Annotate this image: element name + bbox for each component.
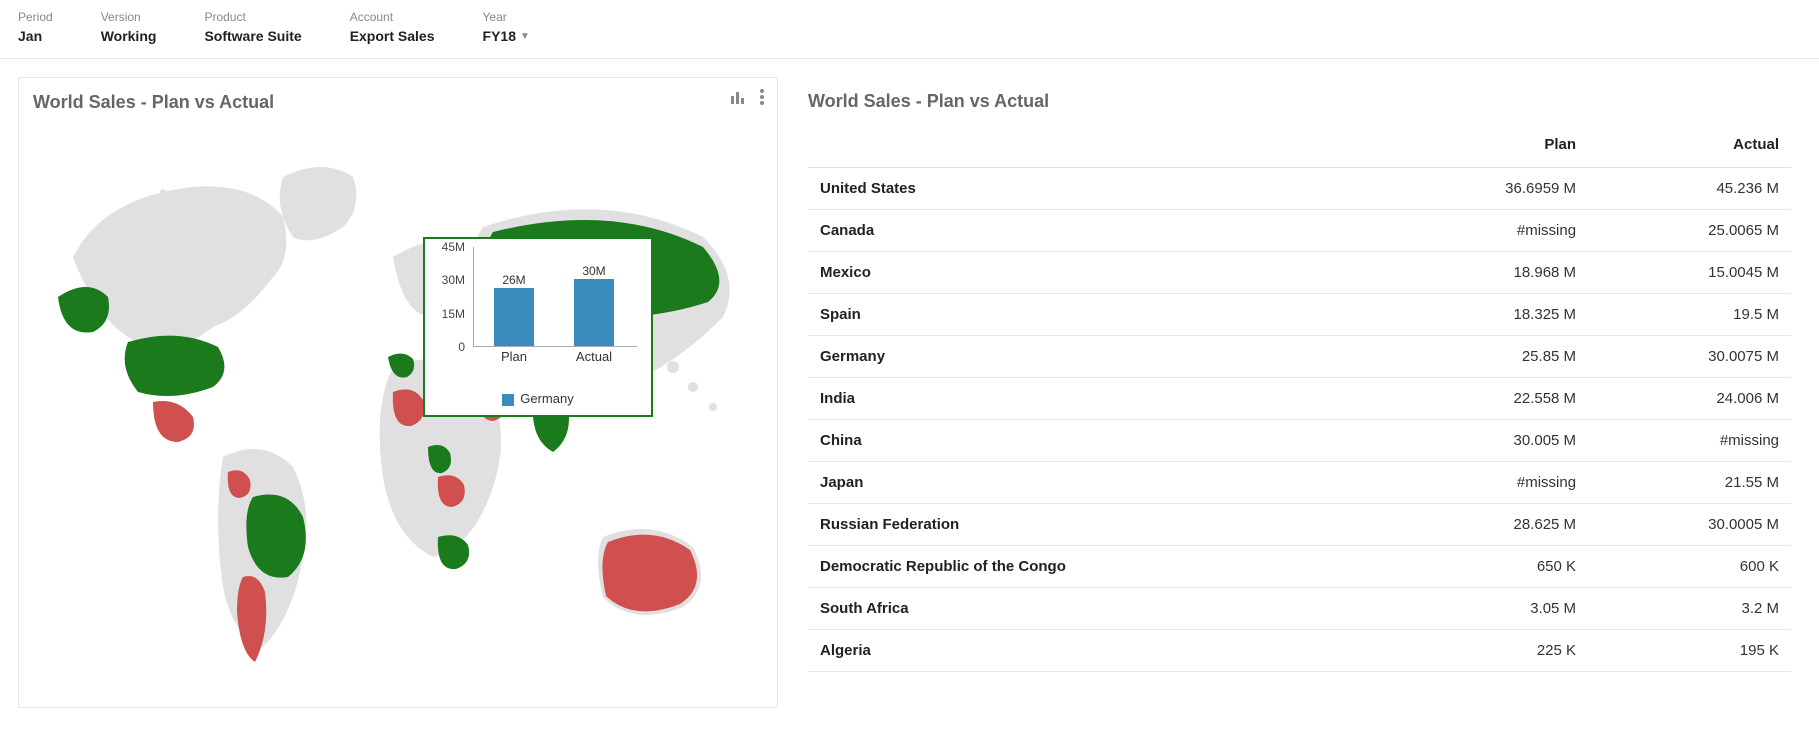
table-row[interactable]: Mexico18.968 M15.0045 M xyxy=(808,252,1791,294)
filter-label: Year xyxy=(483,10,530,24)
actual-cell: 195 K xyxy=(1588,630,1791,672)
filter-value: Working xyxy=(101,28,157,44)
legend-swatch xyxy=(502,394,514,406)
table-body: United States36.6959 M45.236 MCanada#mis… xyxy=(808,168,1791,672)
world-map[interactable]: 015M30M45M 26MPlan30MActual Germany xyxy=(33,127,763,687)
actual-cell: 25.0065 M xyxy=(1588,210,1791,252)
y-tick: 0 xyxy=(458,340,465,354)
actual-cell: 19.5 M xyxy=(1588,294,1791,336)
plan-cell: 225 K xyxy=(1385,630,1588,672)
country-cell: China xyxy=(808,420,1385,462)
plan-cell: 25.85 M xyxy=(1385,336,1588,378)
table-row[interactable]: Russian Federation28.625 M30.0005 M xyxy=(808,504,1791,546)
table-row[interactable]: Germany25.85 M30.0075 M xyxy=(808,336,1791,378)
map-panel-title: World Sales - Plan vs Actual xyxy=(33,92,763,113)
country-cell: United States xyxy=(808,168,1385,210)
filter-version[interactable]: Version Working xyxy=(101,10,157,44)
actual-cell: 15.0045 M xyxy=(1588,252,1791,294)
plan-cell: 18.968 M xyxy=(1385,252,1588,294)
table-panel: World Sales - Plan vs Actual PlanActual … xyxy=(798,77,1801,708)
plan-cell: 36.6959 M xyxy=(1385,168,1588,210)
x-category-label: Actual xyxy=(576,349,612,364)
table-row[interactable]: South Africa3.05 M3.2 M xyxy=(808,588,1791,630)
y-tick: 30M xyxy=(442,273,465,287)
table-header-cell: Actual xyxy=(1588,126,1791,168)
plan-cell: 650 K xyxy=(1385,546,1588,588)
tooltip-legend: Germany xyxy=(435,391,641,406)
table-row[interactable]: Japan#missing21.55 M xyxy=(808,462,1791,504)
filter-product[interactable]: Product Software Suite xyxy=(204,10,301,44)
tooltip-plot: 26MPlan30MActual xyxy=(473,247,637,347)
actual-cell: 21.55 M xyxy=(1588,462,1791,504)
table-panel-title: World Sales - Plan vs Actual xyxy=(808,91,1791,112)
country-cell: Japan xyxy=(808,462,1385,504)
filter-label: Period xyxy=(18,10,53,24)
table-header-cell: Plan xyxy=(1385,126,1588,168)
tooltip-bar xyxy=(494,288,534,346)
table-row[interactable]: Democratic Republic of the Congo650 K600… xyxy=(808,546,1791,588)
table-row[interactable]: Canada#missing25.0065 M xyxy=(808,210,1791,252)
tooltip-y-axis: 015M30M45M xyxy=(435,247,469,347)
filter-value: FY18▼ xyxy=(483,28,530,44)
country-cell: Germany xyxy=(808,336,1385,378)
actual-cell: 30.0005 M xyxy=(1588,504,1791,546)
country-cell: Spain xyxy=(808,294,1385,336)
filter-year[interactable]: Year FY18▼ xyxy=(483,10,530,44)
tooltip-bar-chart: 015M30M45M 26MPlan30MActual xyxy=(435,247,641,367)
actual-cell: 24.006 M xyxy=(1588,378,1791,420)
actual-cell: 30.0075 M xyxy=(1588,336,1791,378)
actual-cell: 3.2 M xyxy=(1588,588,1791,630)
map-panel: World Sales - Plan vs Actual xyxy=(18,77,778,708)
tooltip-legend-label: Germany xyxy=(520,391,573,406)
bar-value-label: 26M xyxy=(502,273,525,287)
map-panel-actions xyxy=(729,88,765,109)
table-row[interactable]: United States36.6959 M45.236 M xyxy=(808,168,1791,210)
tooltip-bar xyxy=(574,279,614,346)
filter-value: Export Sales xyxy=(350,28,435,44)
country-cell: Mexico xyxy=(808,252,1385,294)
sales-table: PlanActual United States36.6959 M45.236 … xyxy=(808,126,1791,672)
content-area: World Sales - Plan vs Actual xyxy=(0,59,1819,708)
plan-cell: 18.325 M xyxy=(1385,294,1588,336)
table-header-row: PlanActual xyxy=(808,126,1791,168)
table-row[interactable]: China30.005 M#missing xyxy=(808,420,1791,462)
plan-cell: 30.005 M xyxy=(1385,420,1588,462)
filter-value: Software Suite xyxy=(204,28,301,44)
table-row[interactable]: Algeria225 K195 K xyxy=(808,630,1791,672)
filter-label: Product xyxy=(204,10,301,24)
filter-value: Jan xyxy=(18,28,53,44)
country-cell: Canada xyxy=(808,210,1385,252)
table-row[interactable]: Spain18.325 M19.5 M xyxy=(808,294,1791,336)
chart-type-icon[interactable] xyxy=(729,88,747,109)
more-options-icon[interactable] xyxy=(759,88,765,109)
plan-cell: #missing xyxy=(1385,210,1588,252)
filter-label: Account xyxy=(350,10,435,24)
plan-cell: 3.05 M xyxy=(1385,588,1588,630)
table-header-cell xyxy=(808,126,1385,168)
filter-bar: Period Jan Version Working Product Software S… xyxy=(0,0,1819,59)
map-tooltip: 015M30M45M 26MPlan30MActual Germany xyxy=(423,237,653,417)
actual-cell: #missing xyxy=(1588,420,1791,462)
y-tick: 15M xyxy=(442,307,465,321)
actual-cell: 600 K xyxy=(1588,546,1791,588)
country-cell: Democratic Republic of the Congo xyxy=(808,546,1385,588)
actual-cell: 45.236 M xyxy=(1588,168,1791,210)
country-cell: South Africa xyxy=(808,588,1385,630)
country-cell: Russian Federation xyxy=(808,504,1385,546)
plan-cell: #missing xyxy=(1385,462,1588,504)
y-tick: 45M xyxy=(442,240,465,254)
filter-account[interactable]: Account Export Sales xyxy=(350,10,435,44)
table-row[interactable]: India22.558 M24.006 M xyxy=(808,378,1791,420)
plan-cell: 22.558 M xyxy=(1385,378,1588,420)
country-cell: Algeria xyxy=(808,630,1385,672)
filter-label: Version xyxy=(101,10,157,24)
plan-cell: 28.625 M xyxy=(1385,504,1588,546)
bar-value-label: 30M xyxy=(582,264,605,278)
filter-period[interactable]: Period Jan xyxy=(18,10,53,44)
chevron-down-icon: ▼ xyxy=(520,31,530,42)
x-category-label: Plan xyxy=(501,349,527,364)
country-cell: India xyxy=(808,378,1385,420)
